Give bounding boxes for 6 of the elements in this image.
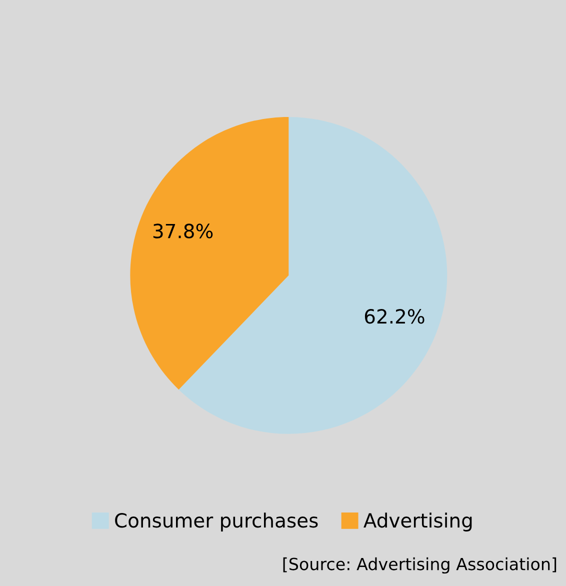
data-label: 37.8% (153, 224, 213, 238)
pie-slice (130, 116, 289, 390)
legend-label: Consumer purchases (115, 512, 318, 532)
legend-label: Advertising (364, 512, 472, 532)
data-label: 62.2% (364, 309, 424, 324)
text: [Source: Advertising Association] (283, 557, 556, 574)
